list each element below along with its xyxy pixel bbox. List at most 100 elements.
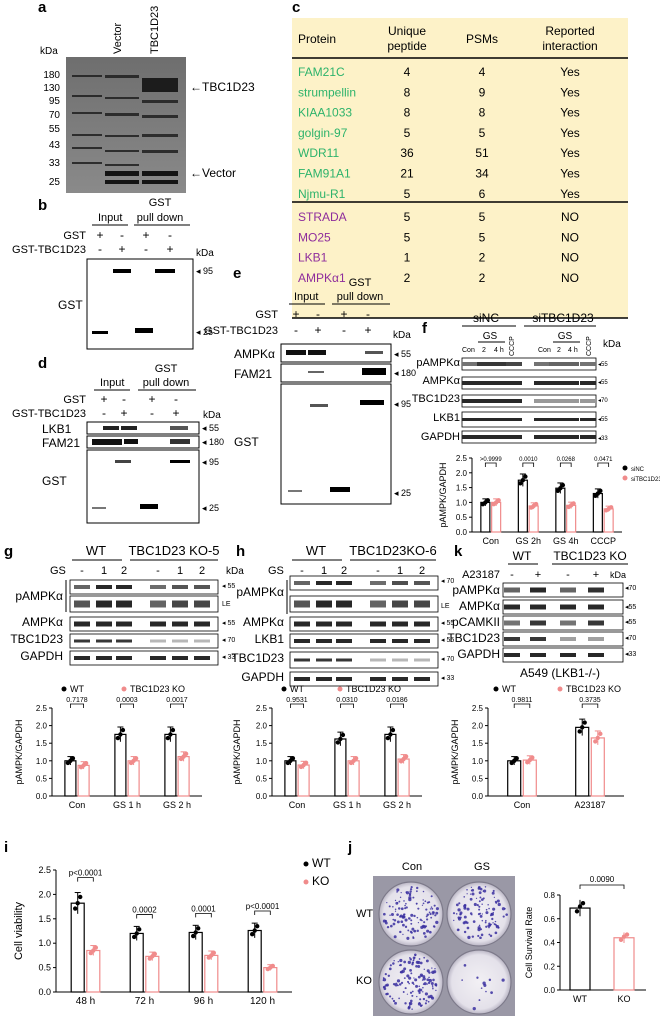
panel-f-gs2: GS [558,331,573,342]
colony [392,982,396,986]
panel-h-blots [289,575,439,687]
panel-g-markers: ◂ 55 LE ◂ 55 ◂ 70 ◂ 33 [222,583,235,661]
colony [386,925,390,929]
c-purple-unique-1: 5 [404,230,411,244]
y-tick-label: 0.0 [472,792,484,801]
marker-130: 130 [43,83,60,94]
svg-text:-: - [316,307,320,321]
colony [463,896,466,898]
panel-h-letter: h [236,543,245,560]
data-point [191,933,196,939]
gblots-band [194,621,210,627]
colony [425,915,428,918]
bar [297,764,310,797]
colony [423,968,425,971]
colony [416,995,418,998]
data-point [340,732,346,738]
colony [410,885,413,889]
kblots-band [560,653,576,657]
colony [412,959,415,962]
data-point [577,904,583,909]
colony [408,917,410,919]
fblots-band [462,435,478,439]
colony [399,896,402,899]
fblots-band [506,435,522,439]
colony [419,918,422,921]
colony [476,903,479,907]
data-point [168,732,173,737]
data-point [580,900,586,906]
c-green-reported-2: Yes [560,106,580,120]
data-point [93,945,99,950]
svg-text:+: + [172,406,179,420]
svg-text:-: - [294,323,298,337]
colony [393,960,395,962]
data-point [196,926,201,931]
colony [424,925,428,928]
colony [432,911,435,914]
gblots-band [194,639,210,643]
data-point [183,751,189,757]
y-tick-label: 0.6 [544,915,556,924]
colony [479,896,482,899]
colony [388,967,392,971]
svg-text:-: - [376,565,380,577]
sig-bracket [77,877,94,882]
panel-d-blot-lkb1: LKB1 [42,422,72,436]
panel-i-letter: i [4,839,8,856]
x-tick-label: GS 2 h [163,800,191,810]
colony [419,961,423,965]
panel-f-kda: kDa [603,339,621,350]
hblots-band [370,677,386,681]
colony [406,993,409,995]
p-value: 0.0186 [386,697,408,704]
gblots-band [74,585,90,589]
colony [490,912,494,916]
colony [397,960,400,963]
colony [420,925,424,929]
colony [484,886,487,888]
colony [405,902,407,905]
colony [478,908,481,911]
c-h-reported: Reported [545,24,594,38]
data-point [624,932,630,937]
svg-text:-: - [566,569,570,581]
c-purple-reported-3: NO [561,271,579,285]
panel-a-kda: kDa [40,46,58,57]
svg-text:pAMPKα: pAMPKα [452,583,500,597]
c-green-protein-0: FAM21C [298,65,345,79]
panel-g-blots [69,579,219,666]
hblots-band [336,581,352,585]
y-tick-label: 1.0 [256,757,268,766]
colony [466,889,468,891]
c-green-psms-2: 8 [479,106,486,120]
panel-f-gs1: GS [483,331,498,342]
panel-j-row-ko: KO [356,975,372,987]
bar [613,937,635,991]
kblots-band [588,653,604,657]
legend-marker [493,686,499,692]
colony [393,935,397,939]
data-point [137,927,142,932]
colony [484,921,487,924]
c-h-protein: Protein [298,32,336,46]
bar [188,931,203,993]
panel-a-arrow-tbc1d23: ←TBC1D23 [190,80,255,94]
svg-text:◂ 180: ◂ 180 [202,437,224,447]
data-point [83,761,89,766]
colony [422,899,424,901]
svg-text:2: 2 [419,565,425,577]
colony [457,916,461,920]
colony [425,908,428,911]
svg-text:CCCP: CCCP [509,336,516,356]
kblots-band [588,604,604,610]
data-point [250,932,255,937]
colony [393,919,397,922]
colony [427,981,431,985]
data-point [78,894,83,900]
data-point [385,735,391,741]
c-h-unique: Unique [388,24,426,38]
y-tick-label: 2.5 [36,704,48,713]
colony [494,924,497,926]
colony [501,907,506,911]
